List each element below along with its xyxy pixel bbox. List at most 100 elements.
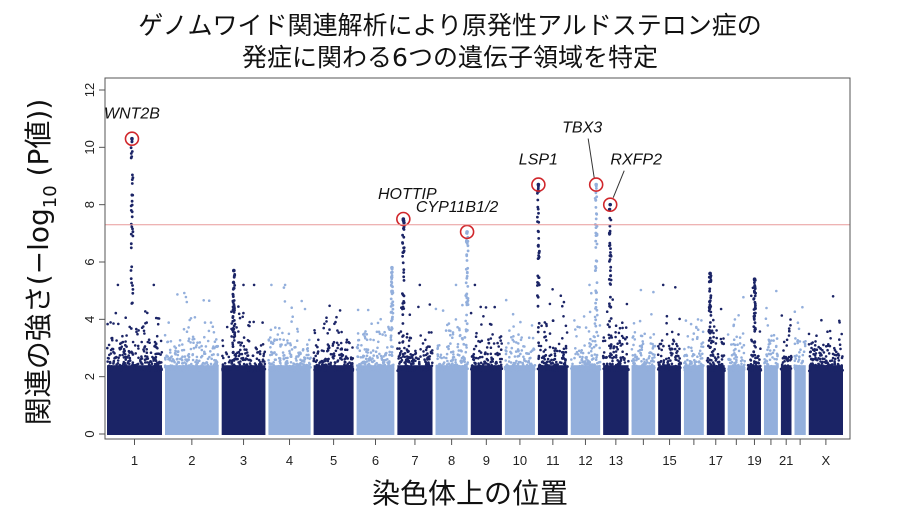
snp-point <box>782 340 786 344</box>
chromosome-band-13 <box>603 365 629 435</box>
snp-point <box>436 354 440 358</box>
snp-point <box>529 366 533 370</box>
x-tick-label-6: 6 <box>372 453 379 468</box>
snp-point <box>249 368 252 371</box>
snp-point <box>650 369 653 373</box>
snp-point <box>107 357 110 360</box>
peak-snp-point <box>389 297 393 301</box>
snp-point <box>269 346 272 349</box>
snp-point <box>574 347 577 350</box>
snp-point <box>278 326 281 330</box>
peak-snp-point <box>464 343 468 347</box>
snp-point <box>407 339 411 342</box>
snp-point <box>519 338 523 342</box>
snp-point <box>642 367 645 371</box>
snp-point <box>237 361 240 364</box>
snp-point <box>517 333 520 336</box>
snp-point <box>376 366 380 370</box>
snp-point <box>434 307 438 311</box>
peak-snp-point <box>232 359 236 362</box>
snp-point <box>701 330 705 334</box>
snp-point <box>235 367 239 371</box>
snp-point <box>820 364 823 367</box>
snp-point <box>610 365 613 369</box>
snp-point <box>632 361 635 365</box>
snp-point <box>356 332 360 335</box>
peak-snp-point <box>594 191 598 195</box>
snp-point <box>206 339 210 343</box>
snp-point <box>802 350 806 354</box>
snp-point <box>827 363 831 367</box>
snp-point <box>329 361 333 365</box>
snp-point <box>577 349 581 353</box>
peak-snp-point <box>594 343 598 347</box>
snp-point <box>551 319 555 322</box>
peak-snp-point <box>608 325 611 329</box>
snp-point <box>212 345 215 348</box>
snp-point <box>360 344 363 347</box>
snp-point <box>288 349 291 353</box>
snp-point <box>659 354 663 358</box>
snp-point <box>471 364 474 367</box>
snp-point <box>338 353 341 357</box>
snp-point <box>410 356 414 359</box>
snp-point <box>822 367 826 370</box>
peak-snp-point <box>466 249 470 253</box>
snp-point <box>143 346 146 349</box>
snp-point <box>829 337 832 340</box>
snp-point <box>765 354 769 358</box>
snp-point <box>564 350 568 354</box>
peak-snp-point <box>752 341 756 344</box>
snp-point <box>649 365 652 369</box>
snp-point <box>561 368 564 372</box>
snp-point <box>268 361 271 365</box>
snp-point <box>496 341 499 345</box>
snp-point <box>837 359 841 362</box>
snp-point <box>810 342 813 345</box>
peak-top-snp <box>130 136 134 141</box>
snp-point <box>106 360 109 363</box>
snp-point <box>168 348 172 352</box>
snp-point <box>592 345 596 349</box>
snp-point <box>153 340 157 344</box>
y-tick-label: 4 <box>82 316 97 323</box>
snp-point <box>657 345 660 348</box>
snp-point <box>527 336 531 340</box>
peak-snp-point <box>754 311 757 315</box>
snp-point <box>772 349 776 352</box>
snp-point <box>641 340 644 343</box>
snp-point <box>726 333 730 336</box>
snp-point <box>590 354 593 357</box>
snp-point <box>430 364 434 368</box>
snp-point <box>802 365 805 368</box>
snp-point <box>481 355 484 359</box>
snp-point <box>221 344 225 348</box>
snp-point <box>485 357 489 361</box>
snp-point <box>699 367 703 371</box>
snp-point <box>445 356 448 360</box>
snp-point <box>248 320 251 324</box>
snp-point <box>371 367 374 371</box>
snp-point <box>650 359 653 363</box>
peak-snp-point <box>401 251 405 255</box>
snp-point <box>519 352 522 356</box>
snp-point <box>249 359 253 362</box>
snp-point <box>708 358 712 362</box>
snp-point <box>635 358 638 362</box>
snp-point <box>201 362 204 366</box>
snp-point <box>387 367 391 370</box>
snp-point <box>282 357 286 361</box>
snp-point <box>815 367 819 371</box>
snp-point <box>697 367 701 370</box>
peak-snp-point <box>231 287 235 291</box>
snp-point <box>526 364 530 368</box>
snp-point <box>819 354 822 357</box>
snp-point <box>648 355 651 358</box>
snp-point <box>697 360 701 364</box>
snp-point <box>696 355 699 359</box>
peak-snp-point <box>129 277 133 280</box>
snp-point <box>545 322 548 326</box>
snp-point <box>413 366 417 370</box>
snp-point <box>316 345 319 349</box>
snp-point <box>188 368 191 372</box>
